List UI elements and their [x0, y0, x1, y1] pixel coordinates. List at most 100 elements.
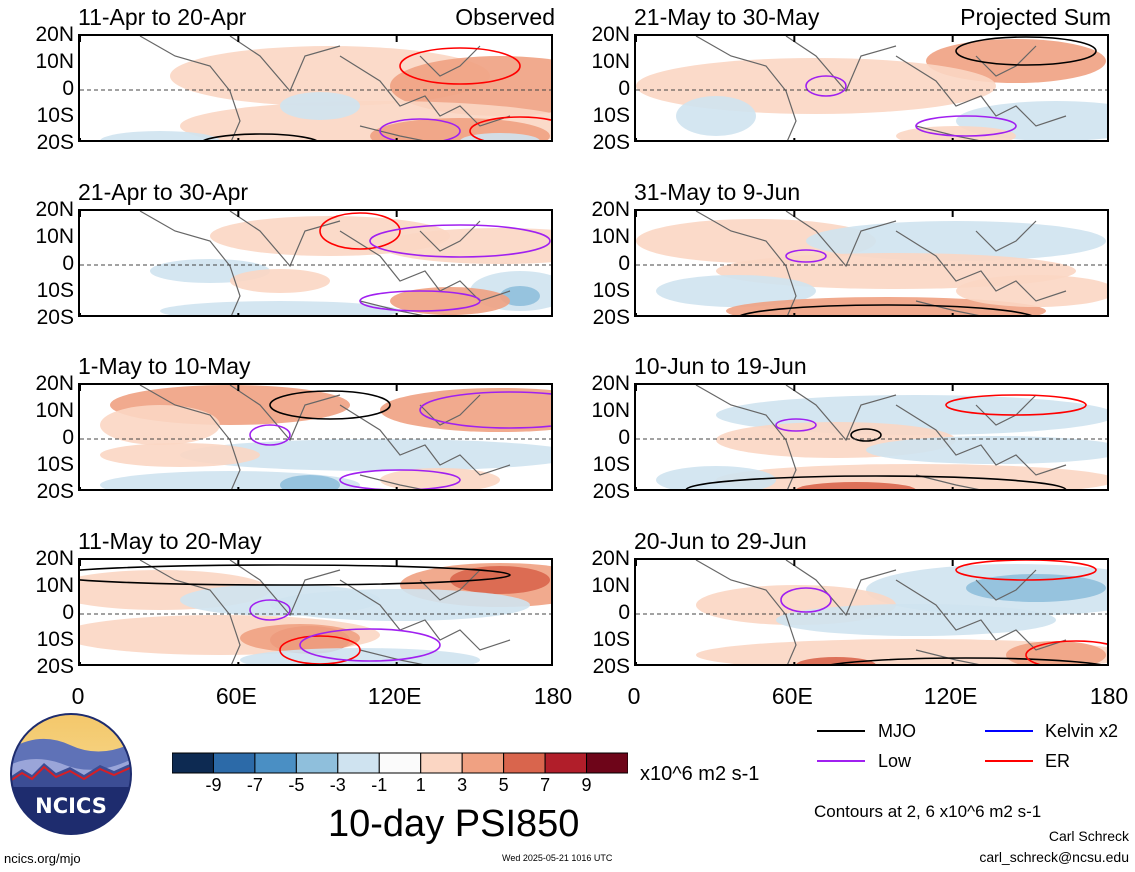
colorbar-tick-label: -3: [329, 775, 346, 795]
shading-region: [966, 574, 1106, 602]
legend-label-mjo: MJO: [878, 721, 916, 741]
panel-title: 21-Apr to 30-Apr: [78, 179, 249, 205]
lat-tick-label: 20S: [36, 480, 74, 503]
map-panel: [78, 209, 553, 317]
colorbar-swatch: [378, 752, 422, 774]
lon-tick-label: 0: [71, 683, 85, 709]
legend-label-low: Low: [878, 751, 912, 771]
panel-title: 11-May to 20-May: [78, 528, 262, 554]
lat-tick-label: 0: [62, 252, 74, 275]
map-panel: [78, 558, 553, 666]
lon-tick-label: 120E: [923, 683, 978, 709]
contour-line: [379, 118, 461, 140]
coastline: [695, 385, 1067, 489]
colorbar-swatch: [337, 752, 380, 774]
lon-tick-label: 0: [627, 683, 641, 709]
colorbar-swatch: [544, 752, 588, 774]
timestamp: Wed 2025-05-21 1016 UTC: [502, 853, 613, 863]
contour-line: [805, 75, 847, 97]
colorbar: [172, 752, 628, 774]
colorbar-tick-label: -9: [205, 775, 222, 795]
lat-tick-label: 0: [618, 252, 630, 275]
lat-tick-label: 10N: [591, 50, 630, 73]
colorbar-tick-label: 7: [540, 775, 551, 795]
shading-region: [280, 92, 360, 120]
lon-tick-label: 60E: [215, 683, 257, 709]
contour-line: [80, 564, 511, 586]
contour-line: [739, 304, 1033, 315]
lon-tick-label: 180: [1089, 683, 1129, 709]
colorbar-units: x10^6 m2 s-1: [640, 763, 760, 785]
lat-tick-label: 0: [62, 601, 74, 624]
coastline: [139, 36, 511, 140]
contour-line: [775, 418, 817, 432]
site-url[interactable]: ncics.org/mjo: [4, 851, 81, 866]
contour-line: [955, 560, 1097, 581]
lat-tick-label: 10S: [592, 628, 630, 651]
contour-line: [249, 599, 291, 621]
colorbar-tick-label: -1: [371, 775, 388, 795]
lat-tick-label: 20S: [592, 131, 630, 154]
lat-tick-label: 20N: [35, 198, 74, 221]
shading-region: [796, 482, 916, 489]
shading-region: [866, 436, 1107, 464]
contour-line: [780, 587, 832, 613]
lat-tick-label: 20S: [36, 655, 74, 678]
panel-tag: Observed: [455, 4, 555, 30]
shading-region: [160, 301, 400, 315]
lat-tick-label: 20S: [592, 480, 630, 503]
contour-line: [269, 390, 391, 420]
lat-tick-label: 20S: [36, 131, 74, 154]
contour-line: [830, 657, 1102, 664]
lat-tick-label: 10N: [35, 50, 74, 73]
lat-tick-label: 10S: [36, 279, 74, 302]
lat-tick-label: 20N: [591, 198, 630, 221]
contour-line: [850, 428, 882, 442]
shading-region: [240, 648, 480, 664]
coastline: [695, 211, 1067, 315]
map-panel: [78, 34, 553, 142]
coastline: [695, 560, 1067, 664]
contour-line: [399, 47, 521, 85]
shading-region: [100, 405, 220, 445]
contour-line: [369, 224, 551, 258]
contour-line: [249, 424, 291, 446]
lat-tick-label: 10N: [591, 399, 630, 422]
lon-tick-label: 120E: [367, 683, 422, 709]
map-panel: [634, 34, 1109, 142]
shading-region: [100, 131, 220, 140]
contours-note: Contours at 2, 6 x10^6 m2 s-1: [814, 802, 1042, 821]
chart-title: 10-day PSI850: [328, 803, 580, 845]
contour-line: [359, 290, 481, 312]
shading-region: [1006, 641, 1106, 664]
lon-tick-label: 60E: [771, 683, 813, 709]
shading-region: [390, 56, 551, 116]
lat-tick-label: 10S: [592, 453, 630, 476]
lat-tick-label: 10S: [592, 104, 630, 127]
shading-region: [380, 468, 500, 489]
contour-line: [1025, 640, 1107, 664]
coastline: [695, 36, 1067, 140]
colorbar-tick-label: -7: [246, 775, 263, 795]
shading-region: [230, 269, 330, 293]
panel-title: 10-Jun to 19-Jun: [634, 353, 807, 379]
lat-tick-label: 0: [618, 601, 630, 624]
lat-tick-label: 0: [62, 426, 74, 449]
contour-line: [339, 469, 461, 489]
colorbar-swatch: [503, 752, 546, 774]
lat-tick-label: 20S: [592, 655, 630, 678]
lat-tick-label: 10S: [36, 104, 74, 127]
lat-tick-label: 20N: [35, 23, 74, 46]
legend-label-kelvin: Kelvin x2: [1045, 721, 1119, 741]
lat-tick-label: 20N: [35, 372, 74, 395]
map-panel: [78, 383, 553, 491]
ncics-logo: NCICS: [10, 713, 132, 835]
coastline: [139, 211, 511, 315]
author-email: carl_schreck@ncsu.edu: [979, 849, 1129, 865]
contour-line: [915, 115, 1017, 137]
legend-label-er: ER: [1045, 751, 1071, 771]
shading-region: [450, 566, 550, 594]
lat-tick-label: 10N: [35, 399, 74, 422]
colorbar-swatch: [461, 752, 505, 774]
lat-tick-label: 10N: [35, 225, 74, 248]
